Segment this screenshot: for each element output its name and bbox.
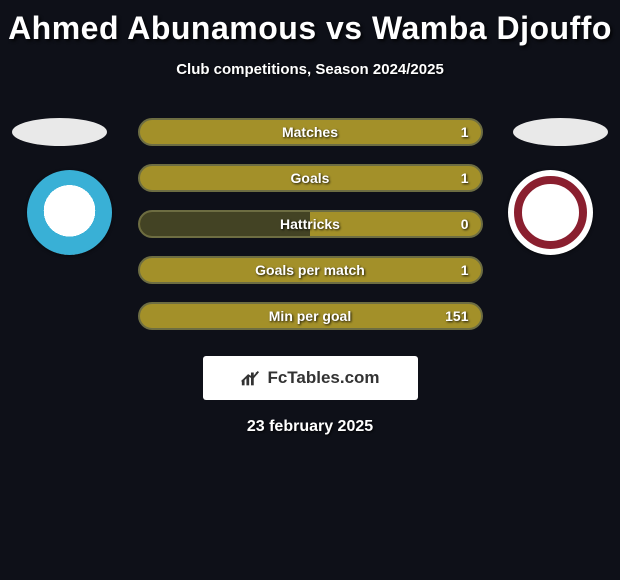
comparison-panel: Matches 1 Goals 1 Hattricks 0 Goals per match 1… [0,118,620,436]
source-logo-text: FcTables.com [267,368,379,388]
chart-icon [240,368,262,388]
stat-label: Matches [282,124,338,140]
stat-bar: Matches 1 [138,118,483,146]
stat-value-right: 151 [445,308,468,324]
stat-label: Goals per match [255,262,365,278]
stat-value-right: 0 [461,216,469,232]
player-right-ellipse [513,118,608,146]
page-subtitle: Club competitions, Season 2024/2025 [0,61,620,78]
stat-bars: Matches 1 Goals 1 Hattricks 0 Goals per match 1… [138,118,483,330]
club-badge-left [27,170,112,255]
stat-value-right: 1 [461,124,469,140]
stat-value-right: 1 [461,170,469,186]
stat-bar: Min per goal 151 [138,302,483,330]
stat-bar: Goals per match 1 [138,256,483,284]
stat-label: Goals [291,170,330,186]
club-badge-right [508,170,593,255]
stat-bar: Hattricks 0 [138,210,483,238]
stat-value-right: 1 [461,262,469,278]
player-left-ellipse [12,118,107,146]
stat-label: Hattricks [280,216,340,232]
snapshot-date: 23 february 2025 [0,418,620,436]
source-logo: FcTables.com [203,356,418,400]
stat-bar: Goals 1 [138,164,483,192]
page-title: Ahmed Abunamous vs Wamba Djouffo [0,0,620,47]
stat-label: Min per goal [269,308,351,324]
